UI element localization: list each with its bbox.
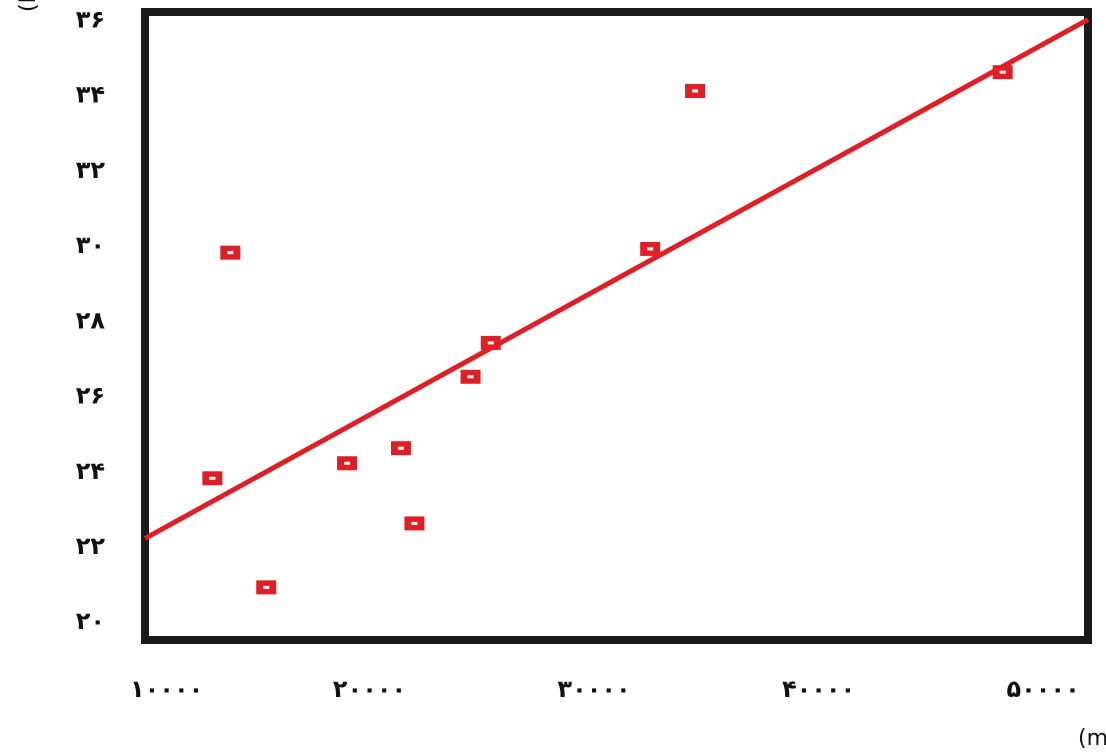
x-tick-labels: ۱۰۰۰۰ ۲۰۰۰۰ ۳۰۰۰۰ ۴۰۰۰۰ ۵۰۰۰۰	[130, 675, 1080, 703]
points-layer	[202, 65, 1013, 595]
x-axis-label: حجم تخمدان (mm³)	[1078, 726, 1106, 751]
data-point	[220, 245, 241, 260]
trendline-layer	[143, 17, 1090, 541]
y-axis-label: شاخص توده بدنی (Kg/m²)	[16, 0, 41, 12]
y-tick-label: ۳۴	[76, 81, 105, 109]
x-tick-label: ۵۰۰۰۰	[1006, 675, 1079, 703]
y-tick-label: ۲۲	[76, 532, 106, 560]
data-point	[256, 580, 277, 595]
x-tick-label: ۱۰۰۰۰	[130, 675, 203, 703]
y-tick-label: ۳۲	[76, 156, 106, 184]
data-point	[202, 471, 223, 486]
y-tick-label: ۲۰	[76, 607, 105, 635]
y-tick-label: ۳۶	[76, 6, 105, 34]
y-tick-label: ۲۶	[76, 382, 105, 410]
x-tick-label: ۴۰۰۰۰	[782, 675, 855, 703]
data-point	[337, 456, 358, 471]
trend-line	[143, 17, 1090, 541]
y-tick-label: ۳۰	[76, 231, 105, 259]
data-point	[460, 369, 481, 384]
data-point	[480, 335, 501, 350]
y-tick-labels: ۲۰ ۲۲ ۲۴ ۲۶ ۲۸ ۳۰ ۳۲ ۳۴ ۳۶	[76, 6, 106, 636]
data-point	[685, 83, 706, 98]
data-point	[640, 241, 661, 256]
x-tick-label: ۲۰۰۰۰	[333, 675, 406, 703]
plot-frame	[141, 8, 1092, 644]
data-point	[992, 65, 1013, 80]
data-point	[404, 516, 425, 531]
y-tick-label: ۲۸	[76, 306, 106, 334]
data-point	[390, 441, 411, 456]
x-tick-label: ۳۰۰۰۰	[557, 675, 630, 703]
y-tick-label: ۲۴	[76, 457, 105, 485]
